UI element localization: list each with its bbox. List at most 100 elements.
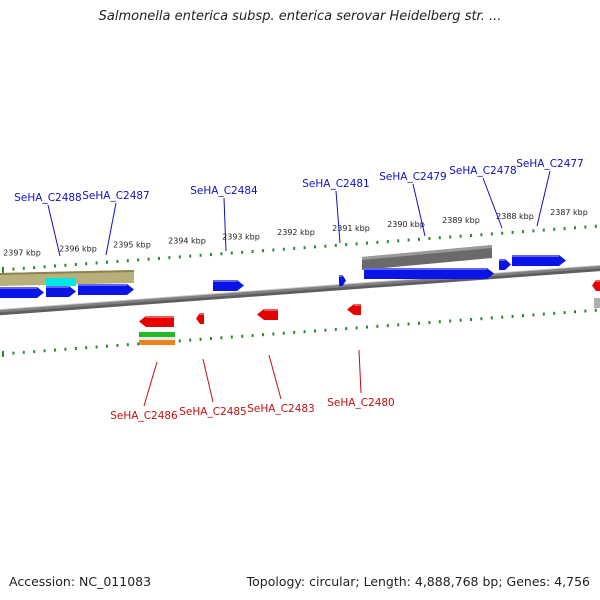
kbp-tick-label: 2392 kbp [277,228,315,237]
forward-gene-arrow-shine [0,287,37,289]
forward-gene-label[interactable]: SeHA_C2478 [449,165,517,177]
inner-tick [553,227,556,231]
inner-tick [584,225,587,229]
reverse-gene-arrow[interactable] [592,280,600,291]
forward-gene-arrow[interactable] [339,275,346,286]
outer-tick [262,333,264,337]
outer-tick [449,319,452,323]
outer-tick [594,308,597,312]
forward-gene-arrow[interactable] [213,280,244,291]
outer-tick [12,351,15,355]
reverse-gene-arrow[interactable] [139,316,174,327]
inner-tick [189,254,192,258]
inner-tick [147,257,150,261]
forward-gene-label[interactable]: SeHA_C2477 [516,158,584,170]
forward-gene-arrow[interactable] [512,255,566,266]
forward-leader-line [223,197,227,252]
reverse-leader-line [268,354,282,400]
inner-tick [272,248,275,252]
backbone-highlight [0,264,600,310]
forward-gene-arrow-body [78,284,134,295]
forward-gene-label[interactable]: SeHA_C2488 [14,192,82,204]
outer-tick [272,332,275,336]
inner-tick [178,255,181,259]
kbp-tick-label: 2390 kbp [387,220,425,229]
inner-tick [386,240,389,244]
reverse-gene-label[interactable]: SeHA_C2483 [247,403,315,415]
outer-tick [470,318,472,321]
kbp-tick-label: 2395 kbp [113,240,151,249]
outer-tick [418,321,420,325]
outer-tick [137,342,140,346]
forward-gene-label[interactable]: SeHA_C2484 [190,185,258,197]
kbp-tick-label: 2394 kbp [168,236,206,245]
outer-tick [511,314,514,318]
outer-tick [345,327,348,331]
outer-tick [210,337,212,341]
forward-gene-label[interactable]: SeHA_C2479 [379,171,447,183]
inner-tick [511,230,514,234]
inner-tick [542,228,545,232]
inner-tick [54,264,56,268]
outer-tick [251,334,254,337]
forward-gene-arrow-shine [339,275,343,277]
reverse-gene-label[interactable]: SeHA_C2486 [110,410,178,422]
reverse-gene-arrow-shine [596,280,600,282]
forward-gene-label[interactable]: SeHA_C2481 [302,178,370,190]
inner-tick [251,250,254,253]
reverse-leader-line [143,361,158,407]
forward-gene-arrow-body [46,286,76,297]
outer-tick [553,311,556,315]
feature-layer [0,245,600,345]
reverse-gene-label[interactable]: SeHA_C2480 [327,397,395,409]
gene-region-grey-right [594,298,600,308]
forward-gene-arrow[interactable] [46,286,76,297]
outer-tick [501,315,504,319]
kbp-tick-label: 2397 kbp [3,248,41,257]
inner-tick [418,237,420,241]
inner-tick [168,256,171,260]
outer-tick [282,331,285,335]
topology-summary: Topology: circular; Length: 4,888,768 bp… [246,574,590,589]
inner-tick [137,258,140,262]
forward-gene-arrow-body [0,287,44,298]
reverse-gene-arrow-shine [146,316,174,318]
outer-tick [43,349,46,353]
forward-gene-arrow[interactable] [78,284,134,295]
forward-gene-arrow-shine [512,255,559,257]
inner-tick [199,253,202,257]
inner-tick [33,266,36,270]
outer-tick [199,337,202,341]
reverse-gene-arrow[interactable] [257,309,278,320]
inner-tick [574,226,576,230]
forward-gene-arrow-body [512,255,566,266]
outer-tick [95,345,98,349]
inner-tick [106,260,108,264]
forward-leader-line [482,177,503,229]
forward-gene-label[interactable]: SeHA_C2487 [82,190,150,202]
forward-gene-arrow[interactable] [364,268,494,279]
inner-tick [43,265,46,269]
inner-tick [126,259,129,263]
reverse-gene-label[interactable]: SeHA_C2485 [179,406,247,418]
forward-gene-arrow[interactable] [499,259,511,270]
outer-tick [522,314,524,318]
outer-tick [85,346,88,350]
gene-region-orange [139,340,175,345]
kbp-tick-label: 2388 kbp [496,212,534,221]
inner-tick [303,246,306,250]
inner-tick [490,232,493,236]
outer-tick [366,325,368,329]
inner-tick [522,230,524,234]
forward-gene-arrow[interactable] [0,287,44,298]
forward-gene-arrow-body [213,280,244,291]
outer-tick [355,326,358,330]
outer-tick [33,350,36,354]
outer-tick [532,313,535,317]
reverse-gene-arrow[interactable] [196,313,204,324]
inner-tick [345,243,348,247]
reverse-gene-arrow[interactable] [347,304,361,315]
reverse-gene-arrow-body [196,313,204,324]
kbp-tick-label: 2387 kbp [550,208,588,217]
